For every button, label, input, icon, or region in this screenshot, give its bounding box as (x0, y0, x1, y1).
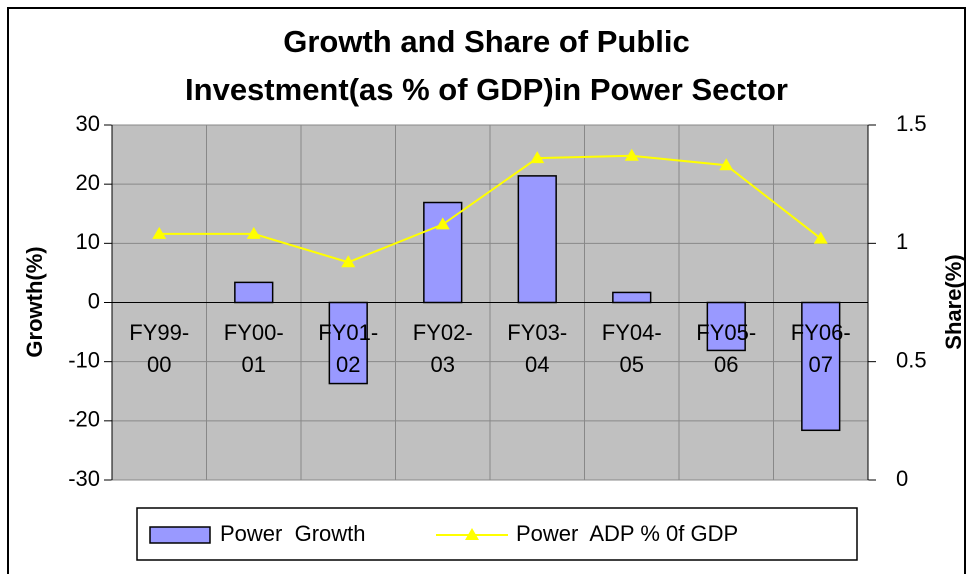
x-tick-label: FY05-06 (696, 319, 757, 377)
bar (328, 301, 368, 385)
line-marker (435, 217, 450, 230)
line-marker (813, 231, 828, 244)
x-tick-label: FY01-02 (318, 319, 379, 377)
legend-label: Power ADP % 0f GDP (516, 521, 738, 546)
chart-title: Growth and Share of Public (283, 24, 690, 59)
line-marker (152, 226, 167, 239)
y2-tick-label: 1.5 (896, 111, 927, 136)
bar (517, 175, 557, 304)
bar (234, 281, 274, 304)
x-tick-label: FY03-04 (507, 319, 568, 377)
y-tick-label: 10 (76, 229, 100, 254)
bar (612, 291, 652, 304)
x-tick-label: FY06-07 (790, 319, 851, 377)
line (159, 154, 822, 264)
chart-title: Investment(as % of GDP)in Power Sector (185, 72, 788, 107)
line-marker (624, 148, 639, 161)
x-tick-label: FY04-05 (601, 319, 662, 377)
x-tick-label: FY99-00 (129, 319, 190, 377)
y2-tick-label: 0.5 (896, 347, 927, 372)
legend-swatch (149, 526, 211, 544)
legend-label: Power Growth (220, 521, 366, 546)
y2-tick-label: 1 (896, 229, 908, 254)
x-tick-label: FY02-03 (412, 319, 473, 377)
line-marker (530, 151, 545, 164)
y-tick-label: 30 (76, 111, 100, 136)
bar (706, 301, 746, 352)
x-tick-label: FY00-01 (223, 319, 284, 377)
line-marker (341, 255, 356, 268)
y-tick-label: 0 (88, 288, 100, 313)
legend-marker (465, 528, 479, 540)
line-marker (246, 226, 261, 239)
y-tick-label: -20 (68, 407, 100, 432)
y-tick-label: -30 (68, 466, 100, 491)
bar (801, 301, 841, 432)
line-marker (719, 158, 734, 171)
y-tick-label: 20 (76, 170, 100, 195)
y2-axis-label: Share(%) (941, 254, 966, 349)
y-tick-label: -10 (68, 347, 100, 372)
y-axis-label: Growth(%) (22, 246, 47, 357)
y2-tick-label: 0 (896, 466, 908, 491)
